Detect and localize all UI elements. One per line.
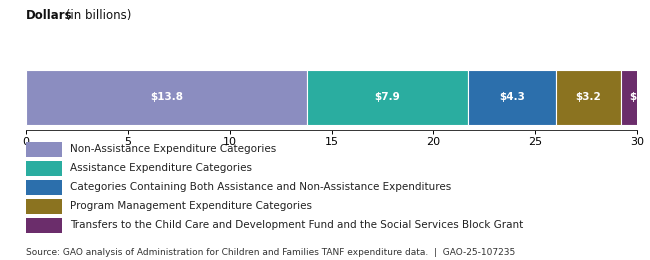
Text: Source: GAO analysis of Administration for Children and Families TANF expenditur: Source: GAO analysis of Administration f… xyxy=(26,248,515,257)
Bar xyxy=(468,70,556,125)
Text: Assistance Expenditure Categories: Assistance Expenditure Categories xyxy=(70,164,252,173)
Text: $13.8: $13.8 xyxy=(150,93,183,102)
Text: $7.9: $7.9 xyxy=(374,93,400,102)
Bar xyxy=(26,70,307,125)
Bar xyxy=(621,70,650,125)
Bar xyxy=(556,70,621,125)
Text: Non-Assistance Expenditure Categories: Non-Assistance Expenditure Categories xyxy=(70,145,276,154)
Text: Dollars: Dollars xyxy=(26,9,73,22)
Text: (in billions): (in billions) xyxy=(62,9,131,22)
Text: Program Management Expenditure Categories: Program Management Expenditure Categorie… xyxy=(70,202,312,211)
Text: Categories Containing Both Assistance and Non-Assistance Expenditures: Categories Containing Both Assistance an… xyxy=(70,183,452,192)
Bar xyxy=(307,70,468,125)
Text: $3.2: $3.2 xyxy=(575,93,601,102)
Text: $4.3: $4.3 xyxy=(499,93,525,102)
Text: Transfers to the Child Care and Development Fund and the Social Services Block G: Transfers to the Child Care and Developm… xyxy=(70,220,523,230)
Text: $2.1: $2.1 xyxy=(629,93,650,102)
